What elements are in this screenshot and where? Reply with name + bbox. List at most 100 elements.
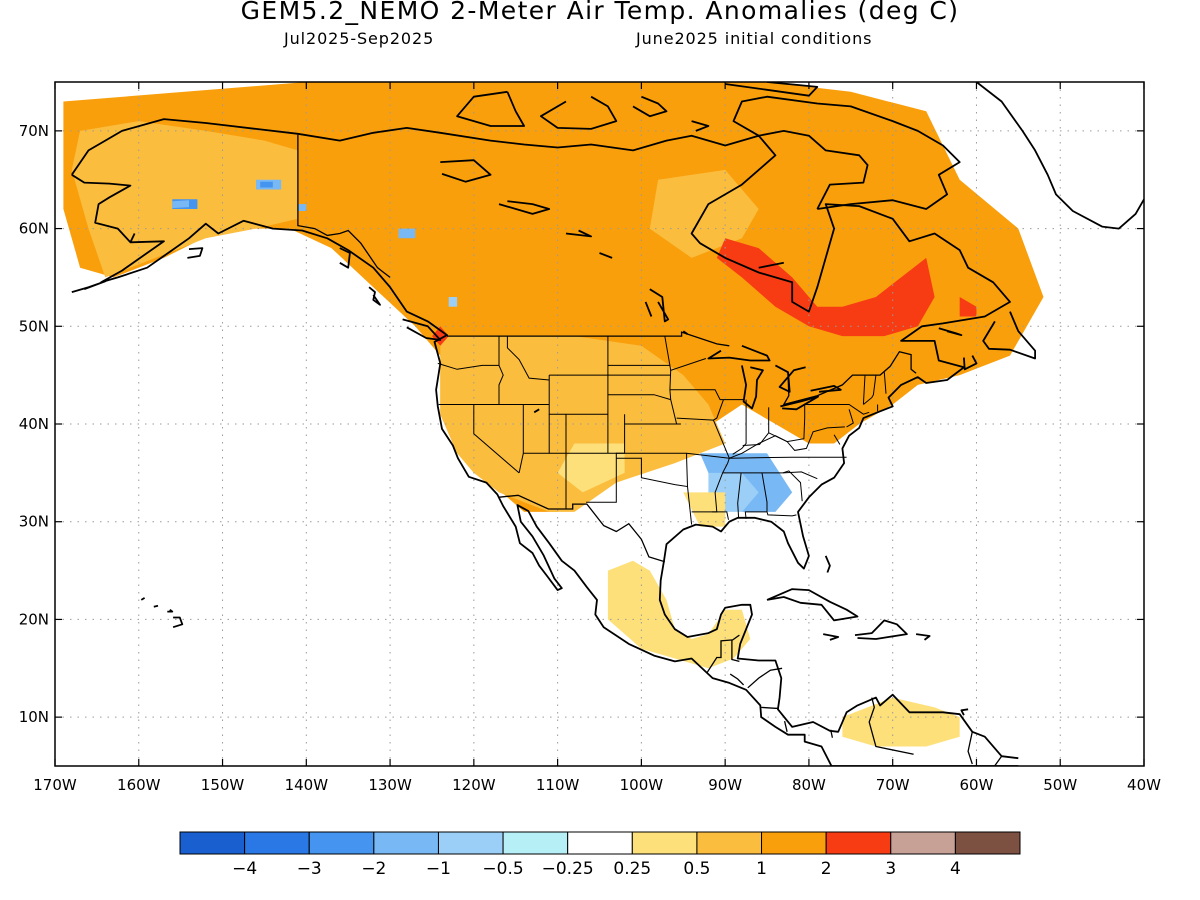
country-border bbox=[747, 667, 783, 689]
coastline bbox=[963, 355, 978, 371]
country-border bbox=[731, 639, 740, 663]
coastline bbox=[368, 286, 381, 306]
state-border bbox=[804, 404, 870, 415]
coastline bbox=[691, 120, 710, 132]
state-border bbox=[473, 404, 520, 474]
state-border bbox=[586, 414, 626, 503]
coastline bbox=[649, 288, 670, 323]
anomaly-region bbox=[607, 560, 751, 669]
state-border bbox=[883, 372, 887, 394]
longitude-label: 150W bbox=[201, 776, 245, 794]
colorbar-label: −3 bbox=[297, 859, 322, 879]
forecast-period: Jul2025-Sep2025 bbox=[284, 29, 435, 48]
latitude-label: 30N bbox=[19, 513, 49, 531]
colorbar: −4 −3 −2 −1 −0.5 −0.25 0.25 0.5 1 2 3 4 bbox=[179, 831, 1021, 879]
state-border bbox=[862, 375, 866, 405]
anomaly-region bbox=[649, 169, 759, 258]
longitude-label: 80W bbox=[792, 776, 826, 794]
colorbar-swatch bbox=[761, 831, 827, 855]
country-border bbox=[447, 331, 730, 347]
coastline bbox=[854, 619, 908, 640]
country-border bbox=[967, 731, 973, 765]
longitude-label: 170W bbox=[33, 776, 77, 794]
coastline bbox=[732, 95, 961, 210]
coastline bbox=[599, 252, 613, 259]
political-borders bbox=[297, 134, 1003, 766]
coastline bbox=[774, 364, 806, 393]
anomaly-region bbox=[398, 228, 416, 239]
anomaly-shading bbox=[63, 82, 1044, 747]
state-border bbox=[498, 365, 504, 405]
coastline bbox=[632, 95, 668, 118]
colorbar-swatch bbox=[890, 831, 956, 855]
colorbar-label: −0.5 bbox=[482, 859, 523, 879]
coastline bbox=[707, 344, 771, 362]
latitude-label: 10N bbox=[19, 708, 49, 726]
coastline bbox=[71, 118, 1019, 760]
coastline bbox=[741, 365, 764, 410]
latitude-label: 40N bbox=[19, 415, 49, 433]
state-border bbox=[737, 472, 742, 518]
anomaly-region bbox=[297, 204, 307, 211]
latitude-label: 70N bbox=[19, 122, 49, 140]
state-border bbox=[669, 370, 681, 425]
initial-conditions: June2025 initial conditions bbox=[636, 29, 873, 48]
state-border bbox=[729, 426, 845, 459]
country-border bbox=[729, 673, 745, 686]
coastline bbox=[540, 95, 618, 130]
colorbar-label: −4 bbox=[232, 859, 257, 879]
colorbar-swatch bbox=[696, 831, 763, 855]
state-border bbox=[549, 452, 847, 459]
longitude-label: 90W bbox=[708, 776, 742, 794]
latitude-label: 20N bbox=[19, 610, 49, 628]
colorbar-swatch bbox=[502, 831, 569, 855]
colorbar-swatch bbox=[567, 831, 633, 855]
coastline bbox=[498, 200, 551, 215]
anomaly-region bbox=[63, 82, 1044, 512]
state-border bbox=[863, 375, 877, 405]
colorbar-swatch bbox=[244, 831, 310, 855]
colorbar-label: −2 bbox=[361, 859, 386, 879]
state-border bbox=[691, 462, 729, 513]
anomaly-region bbox=[260, 181, 273, 188]
coastlines bbox=[55, 82, 1144, 766]
country-border bbox=[830, 729, 834, 738]
state-border bbox=[766, 511, 797, 517]
coastline bbox=[725, 82, 819, 97]
coastline bbox=[565, 229, 592, 238]
state-border bbox=[506, 336, 550, 381]
longitude-label: 140W bbox=[285, 776, 329, 794]
coastline bbox=[55, 300, 56, 302]
state-border bbox=[437, 336, 500, 370]
longitude-label: 40W bbox=[1127, 776, 1161, 794]
coastline bbox=[915, 633, 931, 641]
coastline bbox=[129, 233, 136, 243]
colorbar-label: 2 bbox=[821, 859, 832, 879]
coastline bbox=[960, 708, 969, 716]
coastline bbox=[780, 395, 819, 411]
colorbar-label: −1 bbox=[426, 859, 451, 879]
axis-ticks: 70N 60N 50N 40N 30N 20N 10N 170W 160W 150W 140W 130… bbox=[19, 82, 1161, 794]
coastline bbox=[975, 82, 1144, 230]
state-border bbox=[782, 470, 803, 502]
latitude-label: 50N bbox=[19, 317, 49, 335]
anomaly-region bbox=[172, 200, 189, 209]
state-border bbox=[686, 453, 688, 487]
colorbar-label: 4 bbox=[950, 859, 961, 879]
longitude-label: 120W bbox=[452, 776, 496, 794]
country-border bbox=[297, 134, 391, 278]
colorbar-label: 3 bbox=[885, 859, 896, 879]
country-border bbox=[868, 697, 914, 755]
coastline bbox=[172, 616, 184, 629]
longitude-label: 160W bbox=[117, 776, 161, 794]
longitude-label: 130W bbox=[368, 776, 412, 794]
state-border bbox=[664, 336, 707, 371]
state-border bbox=[711, 511, 729, 520]
colorbar-swatch bbox=[825, 831, 892, 855]
anomaly-region bbox=[440, 336, 726, 512]
anomaly-region bbox=[683, 492, 726, 527]
colorbar-swatch bbox=[437, 831, 504, 855]
colorbar-label: 0.5 bbox=[683, 859, 710, 879]
colorbar-swatch bbox=[373, 831, 439, 855]
anomaly-region bbox=[842, 697, 960, 747]
